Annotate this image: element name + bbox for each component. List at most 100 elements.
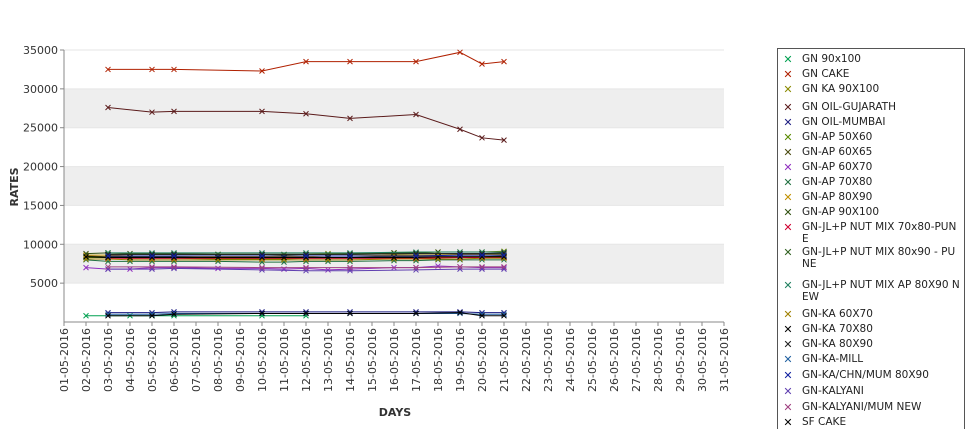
legend-item: ✕ GN-AP 50X60	[782, 131, 962, 144]
data-point	[171, 263, 177, 270]
data-point-stroke	[457, 310, 463, 317]
data-point	[259, 310, 265, 317]
data-point-stroke	[303, 58, 309, 65]
data-point	[105, 263, 111, 270]
data-point-stroke	[501, 263, 507, 270]
legend-marker-icon: ✕	[783, 206, 793, 219]
y-tick-label: 15000	[23, 199, 58, 212]
data-point	[325, 256, 331, 263]
x-tick-label: 29-05-2016	[674, 328, 687, 392]
legend-item: ✕ GN-KA 80X90	[782, 338, 962, 351]
legend-marker-icon: ✕	[783, 338, 793, 351]
legend-marker-icon: ✕	[783, 401, 793, 414]
legend-item: ✕ GN-KALYANI	[782, 385, 962, 398]
data-point	[105, 312, 111, 319]
series-line	[108, 252, 505, 255]
data-point-stroke	[457, 309, 463, 316]
data-point	[479, 61, 485, 67]
series-gn-oil-mumbai	[105, 309, 507, 316]
legend-marker-icon: ✕	[783, 369, 793, 382]
x-axis-title: DAYS	[379, 406, 412, 419]
data-point	[303, 310, 309, 317]
legend-marker-icon: ✕	[783, 246, 793, 259]
legend: ✕ GN 90x100 ✕ GN CAKE ✕ GN KA 90X100 ✕ GN OIL-G…	[777, 48, 965, 429]
x-tick-label: 22-05-2016	[520, 328, 533, 392]
data-point	[413, 310, 419, 317]
data-point-stroke	[215, 265, 221, 272]
data-point-stroke	[149, 263, 155, 270]
data-point	[215, 256, 221, 263]
series-line	[108, 51, 505, 72]
legend-label: GN-JL+P NUT MIX 70x80-PUNE	[802, 221, 957, 245]
legend-marker-icon: ✕	[783, 161, 793, 174]
data-point-stroke	[259, 108, 265, 115]
data-point	[457, 263, 463, 270]
data-point-stroke	[501, 252, 507, 259]
data-point	[347, 253, 353, 259]
legend-item: ✕ GN-AP 90X100	[782, 206, 962, 219]
series-gn-ka-60x70	[83, 255, 507, 263]
legend-label: GN-KA 80X90	[802, 338, 873, 350]
x-tick-label: 27-05-2016	[630, 328, 643, 392]
legend-label: GN-KA 60X70	[802, 308, 873, 320]
legend-marker-icon: ✕	[783, 146, 793, 159]
data-point	[171, 310, 177, 317]
data-point-stroke	[83, 256, 89, 262]
legend-label: GN OIL-MUMBAI	[802, 116, 886, 128]
x-tick-label: 30-05-2016	[696, 328, 709, 392]
data-point	[479, 263, 485, 270]
data-point	[479, 134, 485, 141]
series-line	[107, 107, 505, 141]
data-point-stroke	[413, 255, 419, 262]
legend-label: GN OIL-GUJARATH	[802, 101, 896, 113]
y-tick-label: 10000	[23, 238, 58, 251]
x-tick-label: 08-05-2016	[212, 328, 225, 392]
grid-band	[64, 166, 724, 206]
data-point-stroke	[171, 264, 177, 271]
x-tick-label: 11-05-2016	[278, 328, 291, 392]
data-point-stroke	[259, 253, 265, 259]
legend-marker-icon: ✕	[783, 323, 793, 336]
legend-marker-icon: ✕	[783, 416, 793, 429]
x-tick-label: 05-05-2016	[146, 328, 159, 392]
data-point-stroke	[105, 251, 111, 258]
data-point	[501, 312, 507, 319]
data-point	[413, 250, 419, 257]
y-tick-label: 5000	[30, 277, 58, 290]
legend-label: GN-KA-MILL	[802, 353, 864, 365]
x-tick-label: 25-05-2016	[586, 328, 599, 392]
x-tick-label: 17-05-2016	[410, 328, 423, 392]
data-point-stroke	[281, 259, 287, 266]
legend-label: GN-AP 80X90	[802, 191, 873, 203]
data-point-stroke	[479, 312, 485, 319]
data-point-stroke	[127, 256, 133, 263]
data-point	[457, 310, 463, 317]
data-point	[303, 58, 309, 65]
data-point-stroke	[83, 312, 89, 319]
legend-marker-icon: ✕	[783, 176, 793, 189]
data-point-stroke	[105, 311, 111, 318]
data-point-stroke	[501, 312, 507, 319]
legend-item: ✕ GN-KA 60X70	[782, 308, 962, 321]
legend-label: GN KA 90X100	[802, 83, 880, 95]
data-point-stroke	[171, 310, 177, 317]
data-point-stroke	[303, 310, 309, 317]
data-point-stroke	[281, 256, 287, 263]
data-point-stroke	[259, 310, 265, 317]
legend-marker-icon: ✕	[783, 221, 793, 234]
data-point	[149, 266, 155, 273]
axes: 5000 10000 15000 20000 25000 30000 35000 01-05-…	[23, 44, 731, 392]
x-tick-label: 07-05-2016	[190, 328, 203, 392]
data-point	[479, 266, 485, 273]
data-point	[413, 255, 419, 262]
data-point-stroke	[479, 61, 485, 67]
x-tick-label: 16-05-2016	[388, 328, 401, 392]
series-gn-oil-gujarath	[105, 104, 507, 144]
data-point	[259, 108, 265, 115]
legend-marker-icon: ✕	[783, 131, 793, 144]
data-point	[501, 249, 507, 256]
data-point	[501, 266, 507, 273]
data-point-stroke	[149, 66, 155, 73]
grid-bands	[64, 49, 724, 284]
data-point-stroke	[83, 253, 89, 260]
